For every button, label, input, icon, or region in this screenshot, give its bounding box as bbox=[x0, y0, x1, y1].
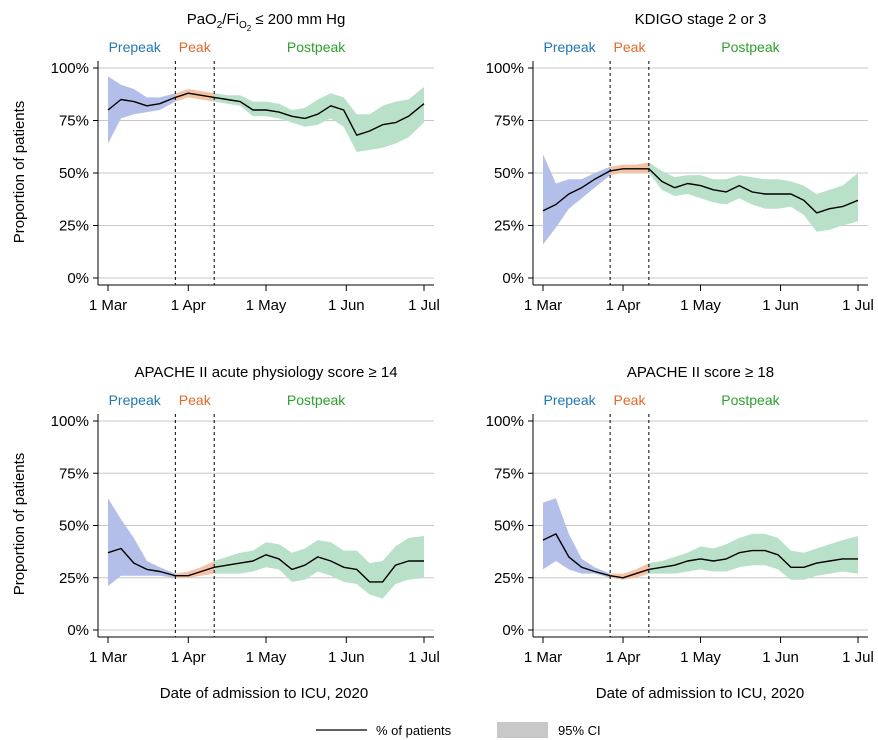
x-tick-label: 1 Jun bbox=[328, 297, 365, 314]
phase-label-postpeak: Postpeak bbox=[721, 392, 780, 408]
legend: % of patients 95% CI bbox=[316, 722, 601, 738]
y-tick-label: 50% bbox=[59, 165, 89, 182]
x-axis-title-left: Date of admission to ICU, 2020 bbox=[160, 685, 368, 702]
panel-title: PaO2/FiO2 ≤ 200 mm Hg bbox=[187, 11, 346, 33]
series-line bbox=[542, 533, 858, 579]
x-tick-label: 1 Jul bbox=[408, 297, 440, 314]
x-tick-label: 1 Apr bbox=[171, 297, 206, 314]
panel-title-part: O bbox=[239, 20, 247, 31]
ci-band-prepeak bbox=[108, 498, 176, 587]
ci-band-postpeak bbox=[214, 536, 424, 599]
panel-title-part: 2 bbox=[217, 20, 223, 31]
y-tick-label: 0% bbox=[502, 270, 524, 287]
phase-label-prepeak: Prepeak bbox=[543, 392, 596, 408]
y-tick-label: 0% bbox=[502, 622, 524, 639]
ci-band-peak bbox=[175, 89, 215, 102]
legend-line-label: % of patients bbox=[376, 723, 452, 738]
x-tick-label: 1 May bbox=[246, 649, 287, 666]
phase-label-peak: Peak bbox=[614, 392, 647, 408]
y-tick-label: 0% bbox=[67, 622, 89, 639]
y-tick-label: 50% bbox=[494, 518, 524, 535]
panel-title-part: ≤ 200 mm Hg bbox=[251, 11, 345, 28]
ci-band-peak bbox=[610, 563, 649, 580]
chart-panel-2: 0% 25% 50% 75% 100% 1 Mar 1 Apr 1 May 1 Jun 1 Jul… bbox=[486, 11, 874, 314]
phase-label-prepeak: Prepeak bbox=[543, 39, 596, 55]
y-tick-label: 100% bbox=[51, 60, 89, 77]
panel-title-part: /Fi bbox=[222, 11, 239, 28]
series-line bbox=[107, 92, 425, 136]
x-tick-label: 1 Apr bbox=[171, 649, 206, 666]
y-tick-label: 75% bbox=[494, 465, 524, 482]
chart-panel-4: 0% 25% 50% 75% 100% 1 Mar 1 Apr 1 May 1 Jun 1 Jul… bbox=[486, 364, 874, 666]
x-tick-label: 1 May bbox=[680, 649, 721, 666]
x-tick-label: 1 Jun bbox=[328, 649, 365, 666]
phase-label-peak: Peak bbox=[179, 39, 212, 55]
phase-label-postpeak: Postpeak bbox=[721, 39, 780, 55]
y-tick-label: 25% bbox=[494, 570, 524, 587]
y-tick-label: 25% bbox=[494, 218, 524, 235]
x-tick-label: 1 Apr bbox=[606, 297, 641, 314]
y-tick-label: 100% bbox=[51, 413, 89, 430]
panels: 0% 25% 50% 75% 100% 1 Mar 1 Apr 1 May 1 Jun 1 Jul… bbox=[51, 11, 874, 666]
panel-title: KDIGO stage 2 or 3 bbox=[635, 11, 767, 28]
ci-band-peak bbox=[175, 561, 215, 578]
y-axis-title-top: Proportion of patients bbox=[11, 101, 28, 244]
y-tick-label: 100% bbox=[486, 413, 524, 430]
y-tick-label: 25% bbox=[59, 570, 89, 587]
phase-label-peak: Peak bbox=[179, 392, 212, 408]
x-tick-label: 1 Jul bbox=[842, 297, 874, 314]
y-tick-label: 100% bbox=[486, 60, 524, 77]
x-tick-label: 1 Jun bbox=[762, 297, 799, 314]
y-tick-label: 50% bbox=[59, 518, 89, 535]
ci-band-postpeak bbox=[648, 162, 858, 232]
panel-title-part: PaO bbox=[187, 11, 217, 28]
y-tick-label: 75% bbox=[59, 113, 89, 130]
series-line bbox=[107, 547, 424, 583]
x-axis-title-right: Date of admission to ICU, 2020 bbox=[596, 685, 804, 702]
chart-panel-1: 0% 25% 50% 75% 100% 1 Mar 1 Apr 1 May 1 Jun 1 Jul… bbox=[51, 11, 440, 314]
x-tick-label: 1 Apr bbox=[606, 649, 641, 666]
y-tick-label: 25% bbox=[59, 218, 89, 235]
phase-label-postpeak: Postpeak bbox=[287, 392, 346, 408]
panel-title: APACHE II score ≥ 18 bbox=[627, 364, 774, 381]
series-line bbox=[542, 168, 859, 214]
phase-label-postpeak: Postpeak bbox=[287, 39, 346, 55]
y-tick-label: 0% bbox=[67, 270, 89, 287]
phase-label-prepeak: Prepeak bbox=[109, 39, 162, 55]
y-tick-label: 75% bbox=[494, 113, 524, 130]
y-axis-title-bottom: Proportion of patients bbox=[11, 453, 28, 596]
x-tick-label: 1 Jul bbox=[842, 649, 874, 666]
x-tick-label: 1 May bbox=[246, 297, 287, 314]
x-tick-label: 1 May bbox=[680, 297, 721, 314]
ci-band-postpeak bbox=[648, 533, 858, 580]
panel-title: APACHE II acute physiology score ≥ 14 bbox=[134, 364, 397, 381]
x-tick-label: 1 Jun bbox=[762, 649, 799, 666]
legend-band-swatch bbox=[497, 722, 548, 738]
y-tick-label: 50% bbox=[494, 165, 524, 182]
chart-panel-3: 0% 25% 50% 75% 100% 1 Mar 1 Apr 1 May 1 Jun 1 Jul… bbox=[51, 364, 440, 666]
x-tick-label: 1 Mar bbox=[89, 297, 127, 314]
ci-band-prepeak bbox=[543, 498, 611, 578]
legend-band-label: 95% CI bbox=[558, 723, 601, 738]
phase-label-prepeak: Prepeak bbox=[109, 392, 162, 408]
ci-band-postpeak bbox=[214, 86, 424, 152]
phase-label-peak: Peak bbox=[614, 39, 647, 55]
x-tick-label: 1 Mar bbox=[524, 297, 562, 314]
x-tick-label: 1 Mar bbox=[89, 649, 127, 666]
x-tick-label: 1 Mar bbox=[524, 649, 562, 666]
ci-band-prepeak bbox=[108, 76, 176, 144]
panel-title-part: 2 bbox=[247, 24, 252, 33]
y-tick-label: 75% bbox=[59, 465, 89, 482]
ci-band-prepeak bbox=[543, 154, 611, 245]
x-tick-label: 1 Jul bbox=[408, 649, 440, 666]
